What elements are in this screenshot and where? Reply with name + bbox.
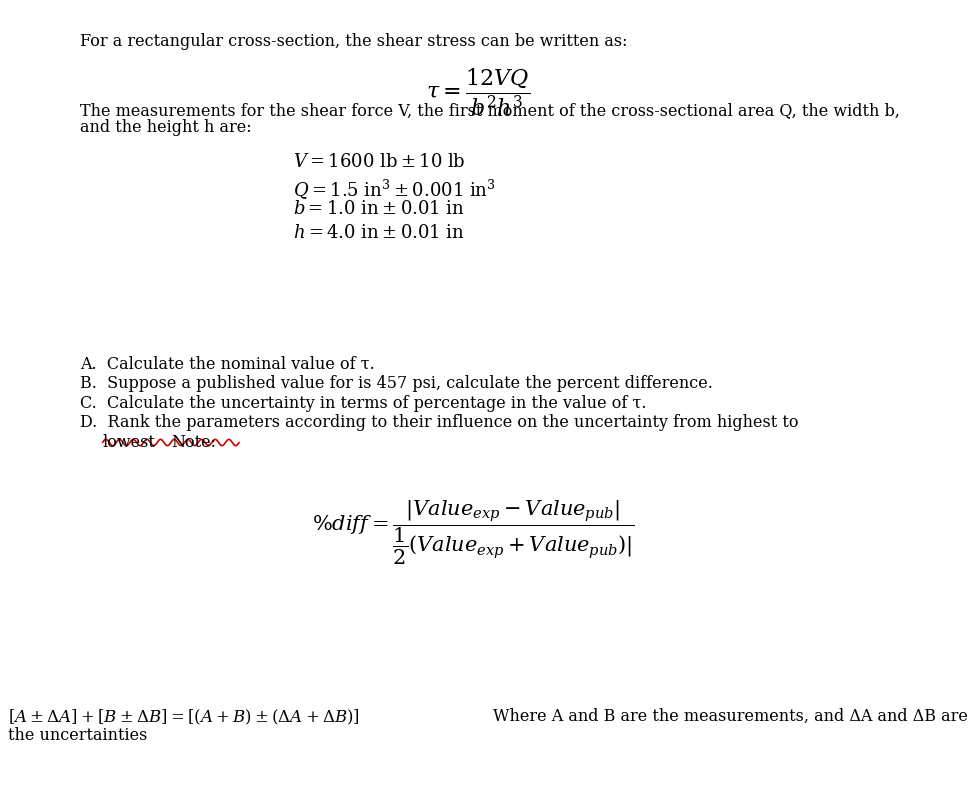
Text: D.  Rank the parameters according to their influence on the uncertainty from hig: D. Rank the parameters according to thei… — [80, 414, 798, 432]
Text: $h = 4.0\ \mathrm{in} \pm 0.01\ \mathrm{in}$: $h = 4.0\ \mathrm{in} \pm 0.01\ \mathrm{… — [293, 224, 465, 242]
Text: The measurements for the shear force V, the first moment of the cross-sectional : The measurements for the shear force V, … — [80, 102, 900, 119]
Text: the uncertainties: the uncertainties — [8, 727, 147, 744]
Text: For a rectangular cross-section, the shear stress can be written as:: For a rectangular cross-section, the she… — [80, 33, 628, 50]
Text: A.  Calculate the nominal value of τ.: A. Calculate the nominal value of τ. — [80, 355, 375, 373]
Text: $Q = 1.5\ \mathrm{in}^3 \pm 0.001\ \mathrm{in}^3$: $Q = 1.5\ \mathrm{in}^3 \pm 0.001\ \math… — [293, 177, 496, 200]
Text: C.  Calculate the uncertainty in terms of percentage in the value of τ.: C. Calculate the uncertainty in terms of… — [80, 395, 646, 412]
Text: $\tau = \dfrac{12VQ}{b^2h^3}$: $\tau = \dfrac{12VQ}{b^2h^3}$ — [427, 67, 530, 119]
Text: Where A and B are the measurements, and ΔA and ΔB are: Where A and B are the measurements, and … — [493, 707, 968, 725]
Text: $[A \pm \Delta A] + [B \pm \Delta B] = [(A + B) \pm (\Delta A + \Delta B)]$: $[A \pm \Delta A] + [B \pm \Delta B] = [… — [8, 707, 360, 726]
Text: Note:: Note: — [171, 434, 216, 451]
Text: and the height h are:: and the height h are: — [80, 119, 252, 137]
Text: $b = 1.0\ \mathrm{in} \pm 0.01\ \mathrm{in}$: $b = 1.0\ \mathrm{in} \pm 0.01\ \mathrm{… — [293, 200, 465, 219]
Text: $\%diff = \dfrac{|Value_{exp} - Value_{pub}|}{\dfrac{1}{2}(Value_{exp} + Value_{: $\%diff = \dfrac{|Value_{exp} - Value_{p… — [312, 499, 635, 567]
Text: $V = 1600\ \mathrm{lb} \pm 10\ \mathrm{lb}$: $V = 1600\ \mathrm{lb} \pm 10\ \mathrm{l… — [293, 153, 466, 171]
Text: B.  Suppose a published value for is 457 psi, calculate the percent difference.: B. Suppose a published value for is 457 … — [80, 375, 712, 392]
Text: lowest: lowest — [102, 434, 155, 451]
